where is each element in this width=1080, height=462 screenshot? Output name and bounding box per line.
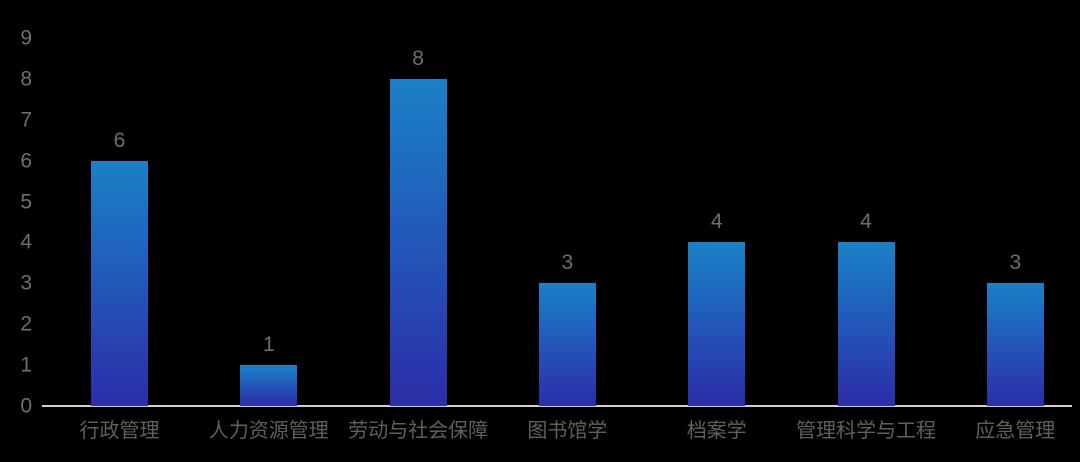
y-axis-tick-label: 1: [20, 353, 32, 377]
x-axis-line: [42, 405, 1072, 407]
bar-value-label: 3: [1009, 251, 1022, 275]
y-axis-tick-label: 2: [20, 312, 32, 336]
y-axis-tick-label: 0: [20, 394, 32, 418]
plot-area: 6 行政管理 1 人力资源管理 8 劳动与社会保障 3 图书馆学 4 档案学 4 管理科学与工程 3 应急…: [42, 0, 1080, 462]
x-axis-category-label: 行政管理: [79, 418, 160, 442]
bar[interactable]: [986, 283, 1044, 406]
bar[interactable]: [91, 160, 148, 406]
x-axis-category-label: 劳动与社会保障: [348, 418, 489, 442]
bar[interactable]: [538, 283, 596, 406]
y-axis-tick-label: 3: [20, 271, 32, 295]
x-axis-category-label: 管理科学与工程: [796, 418, 936, 442]
y-axis-tick-label: 5: [20, 190, 32, 213]
bar[interactable]: [837, 242, 895, 406]
y-axis-tick-label: 8: [20, 67, 32, 91]
x-axis-category-label: 档案学: [686, 418, 747, 442]
y-axis-tick-label: 9: [20, 26, 32, 50]
bar-value-label: 4: [710, 210, 723, 234]
y-axis-tick-label: 7: [20, 108, 32, 132]
bar-value-label: 8: [412, 46, 424, 70]
x-axis-category-label: 应急管理: [975, 418, 1056, 442]
y-axis-tick-label: 6: [20, 149, 32, 173]
bar-value-label: 4: [860, 210, 872, 234]
y-axis: 0 1 2 3 4 5 6 7 8 9: [0, 0, 42, 462]
bar[interactable]: [389, 78, 447, 406]
bar-value-label: 6: [113, 128, 126, 152]
x-axis-category-label: 图书馆学: [527, 418, 608, 442]
bar-value-label: 1: [262, 333, 275, 357]
bar[interactable]: [240, 365, 298, 406]
bar-value-label: 3: [561, 251, 574, 275]
bar[interactable]: [688, 242, 746, 406]
y-axis-tick-label: 4: [20, 230, 32, 254]
x-axis-category-label: 人力资源管理: [208, 418, 329, 442]
